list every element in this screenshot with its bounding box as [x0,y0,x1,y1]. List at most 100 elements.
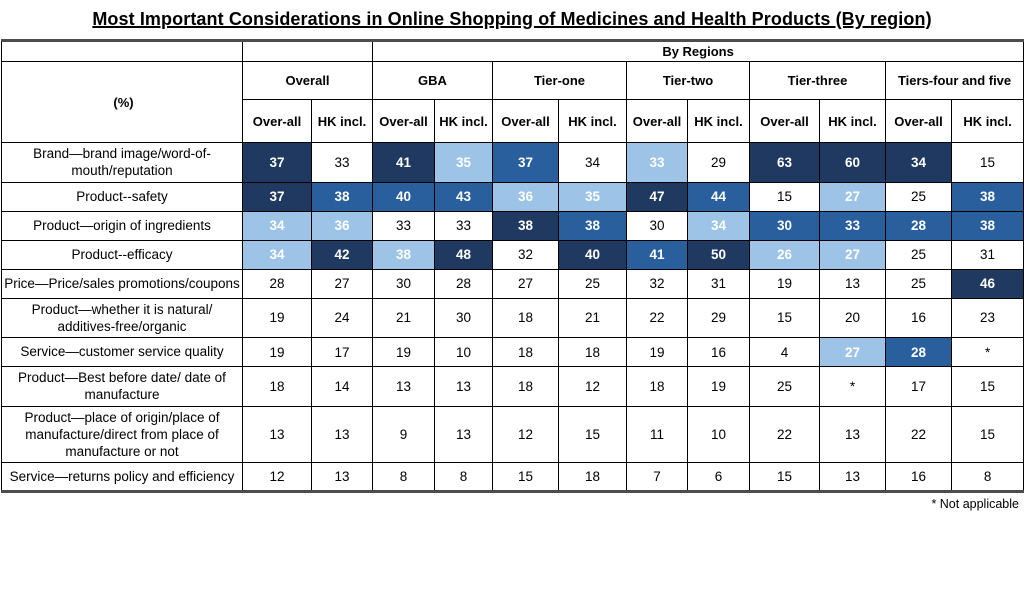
row-label: Brand—brand image/word-of-mouth/reputati… [1,142,243,183]
data-cell: 36 [311,210,373,241]
data-cell: 27 [819,181,886,212]
footnote: * Not applicable [931,497,1019,512]
subheader-over-all: Over-all [885,99,952,143]
by-regions-row: By Regions [1,40,1024,62]
group-header-overall: Overall [242,61,373,100]
data-cell: 6 [687,462,750,493]
data-cell: 30 [749,210,820,241]
data-cell: 46 [950,268,1024,299]
data-cell: 29 [687,142,750,183]
data-cell: 28 [885,210,952,241]
data-cell: 60 [819,142,886,183]
data-cell: 38 [558,210,627,241]
table-row: Product—place of origin/place of manufac… [1,405,1024,464]
data-cell: 38 [950,210,1024,241]
row-label: Product—origin of ingredients [1,210,243,241]
data-cell: 35 [434,142,493,183]
data-cell: 28 [242,268,312,299]
data-cell: 18 [558,462,627,493]
row-label: Product--efficacy [1,239,243,270]
data-cell: 15 [558,405,627,464]
data-cell: 10 [434,337,493,368]
data-cell: 32 [626,268,688,299]
data-cell: 14 [311,366,373,407]
table-row: Service—returns policy and efficiency 12 1… [1,462,1024,493]
data-cell: 34 [885,142,952,183]
data-cell: 9 [372,405,435,464]
data-cell: 33 [372,210,435,241]
table-row: Product--safety 37 38 40 43 36 35 47 44 15 27 25 38 [1,181,1024,212]
data-cell: 38 [950,181,1024,212]
data-cell: 27 [819,337,886,368]
corner-cell-empty [1,40,243,62]
data-cell: 35 [558,181,627,212]
data-cell: 13 [372,366,435,407]
data-cell: 28 [885,337,952,368]
data-cell: 19 [372,337,435,368]
data-cell: 13 [819,405,886,464]
data-cell: 4 [749,337,820,368]
data-cell: 15 [492,462,559,493]
table-row: Service—customer service quality 19 17 19 10… [1,337,1024,368]
data-cell: 15 [950,405,1024,464]
data-cell: 18 [626,366,688,407]
data-cell: 13 [242,405,312,464]
group-header-tier-one: Tier-one [492,61,627,100]
data-cell: 11 [626,405,688,464]
data-cell: 63 [749,142,820,183]
data-cell: 16 [885,462,952,493]
data-cell: 7 [626,462,688,493]
data-cell: 36 [492,181,559,212]
table-row: Product—whether it is natural/ additives… [1,297,1024,339]
data-cell: 13 [434,405,493,464]
data-cell: 16 [885,297,952,339]
row-label: Product--safety [1,181,243,212]
row-label: Product—whether it is natural/ additives… [1,297,243,339]
group-header-tiers-four-and-five: Tiers-four and five [884,61,1024,100]
data-cell: 33 [311,142,373,183]
data-cell: 15 [749,181,820,212]
table-row: Product—origin of ingredients 34 36 33 33 38 3… [1,210,1024,241]
data-cell: 22 [749,405,820,464]
data-cell: 18 [492,337,559,368]
data-cell: 19 [242,297,312,339]
data-cell: 19 [749,268,820,299]
by-regions-header: By Regions [371,40,1024,62]
data-cell: 41 [626,239,688,270]
data-cell: * [950,337,1024,368]
data-cell: 33 [626,142,688,183]
data-cell: 43 [434,181,493,212]
data-cell: 25 [749,366,820,407]
data-cell: 13 [819,462,886,493]
data-cell: 19 [242,337,312,368]
subheader-hk-incl: HK incl. [819,99,886,143]
data-cell: 37 [242,142,312,183]
data-cell: 20 [819,297,886,339]
data-cell: 38 [311,181,373,212]
data-cell: 15 [950,142,1024,183]
data-cell: 26 [749,239,820,270]
data-cell: 27 [311,268,373,299]
page-title: Most Important Considerations in Online … [92,9,932,29]
data-cell: 47 [626,181,688,212]
table-row: Product--efficacy 34 42 38 48 32 40 41 50 26 27 25 3… [1,239,1024,270]
table-header: By Regions (%) Overall GBA Tier-one Tier-two… [1,40,1024,143]
subheader-hk-incl: HK incl. [434,99,493,143]
data-cell: 8 [372,462,435,493]
data-cell: 18 [492,297,559,339]
data-cell: 13 [311,405,373,464]
data-cell: 21 [372,297,435,339]
data-cell: 38 [492,210,559,241]
data-cell: 18 [242,366,312,407]
data-cell: 30 [372,268,435,299]
data-cell: 23 [950,297,1024,339]
data-cell: 33 [434,210,493,241]
table-row: Price—Price/sales promotions/coupons 28 27… [1,268,1024,299]
data-cell: 37 [492,142,559,183]
subheader-hk-incl: HK incl. [558,99,627,143]
data-cell: 24 [311,297,373,339]
data-cell: 21 [558,297,627,339]
data-cell: 15 [749,462,820,493]
data-cell: 10 [687,405,750,464]
overall-top-cell-empty [242,40,373,62]
